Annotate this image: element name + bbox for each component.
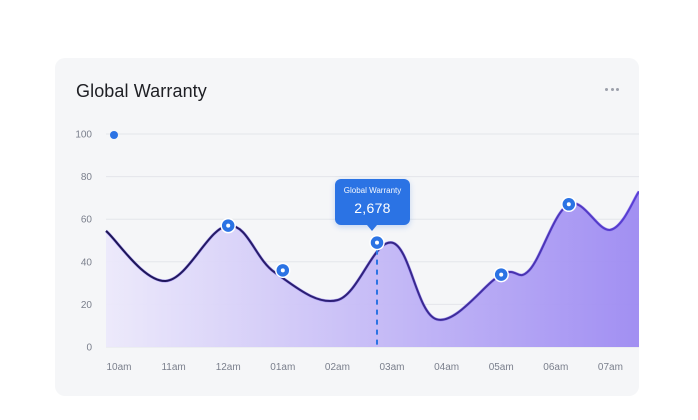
- data-point-marker[interactable]: [561, 196, 577, 213]
- tooltip-value: 2,678: [354, 200, 391, 216]
- x-tick-label: 11am: [161, 362, 185, 373]
- x-tick-label: 12am: [216, 362, 241, 373]
- x-tick-label: 10am: [106, 362, 131, 373]
- y-tick-label: 40: [81, 257, 93, 268]
- data-point-marker[interactable]: [369, 234, 385, 251]
- y-tick-label: 60: [81, 215, 93, 226]
- legend-dot: [110, 131, 118, 139]
- y-tick-label: 0: [86, 343, 92, 354]
- y-axis-labels: 0 20 40 60 80 100: [75, 130, 92, 354]
- x-tick-label: 02am: [325, 362, 350, 373]
- tooltip-label: Global Warranty: [343, 186, 402, 195]
- x-tick-label: 03am: [379, 362, 404, 373]
- y-tick-label: 100: [75, 130, 92, 141]
- y-tick-label: 20: [81, 300, 93, 311]
- x-tick-label: 01am: [270, 362, 295, 373]
- card-title: Global Warranty: [76, 81, 207, 101]
- x-tick-label: 05am: [489, 362, 514, 373]
- data-markers: [220, 196, 577, 283]
- x-axis-labels: 10am 11am 12am 01am 02am 03am 04am 05am 06am 07am: [106, 362, 622, 373]
- more-horizontal-icon[interactable]: [605, 86, 619, 92]
- chart-tooltip: Global Warranty 2,678: [335, 179, 410, 231]
- data-point-marker[interactable]: [220, 217, 236, 234]
- x-tick-label: 04am: [434, 362, 459, 373]
- x-tick-label: 07am: [598, 362, 623, 373]
- chart-card: Global Warranty 0 20 40 60 80 100 10am 11am 12a…: [55, 58, 639, 396]
- y-tick-label: 80: [81, 172, 93, 183]
- x-tick-label: 06am: [543, 362, 568, 373]
- area-chart: 0 20 40 60 80 100 10am 11am 12am 01am 02am 03am 04a…: [75, 130, 639, 373]
- data-point-marker[interactable]: [493, 266, 509, 283]
- data-point-marker[interactable]: [275, 262, 291, 279]
